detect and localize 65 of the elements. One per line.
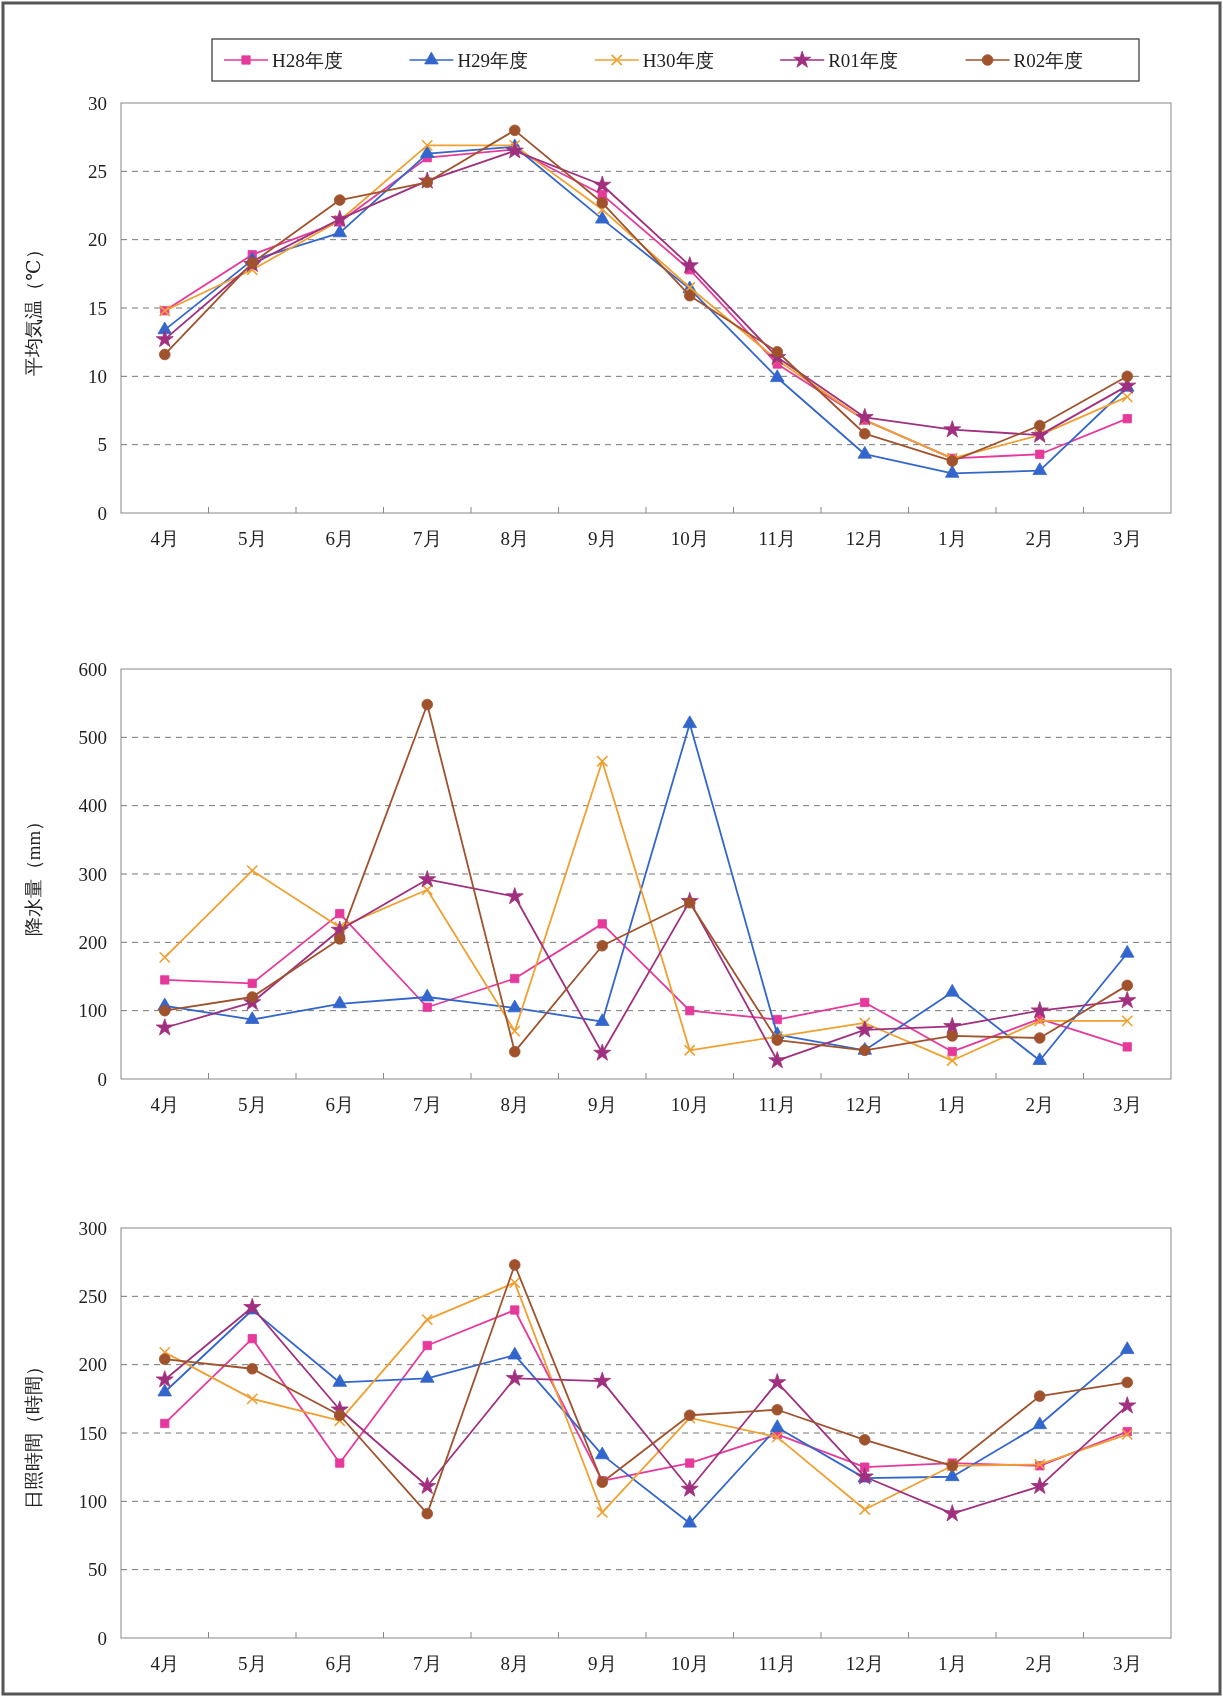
y-tick-label: 400 <box>78 795 107 817</box>
y-tick-label: 5 <box>97 434 107 456</box>
x-tick-label: 11月 <box>758 1653 796 1674</box>
y-tick-label: 200 <box>78 1354 107 1376</box>
x-tick-label: 4月 <box>150 1094 179 1115</box>
y-tick-label: 200 <box>78 931 107 953</box>
legend-label: R02年度 <box>1013 49 1084 71</box>
legend-label: R01年度 <box>828 49 898 71</box>
x-tick-label: 2月 <box>1025 1653 1054 1674</box>
x-tick-label: 2月 <box>1025 1094 1054 1115</box>
x-tick-label: 6月 <box>325 528 354 549</box>
x-tick-label: 11月 <box>758 528 796 549</box>
y-tick-label: 10 <box>88 365 107 387</box>
x-tick-label: 9月 <box>588 1094 617 1115</box>
x-tick-label: 3月 <box>1113 1094 1142 1115</box>
x-tick-label: 9月 <box>588 528 617 549</box>
x-tick-label: 12月 <box>845 528 884 549</box>
x-tick-label: 12月 <box>845 1094 884 1115</box>
y-tick-label: 100 <box>78 1000 107 1022</box>
y-tick-label: 600 <box>78 658 107 680</box>
x-tick-label: 10月 <box>670 1653 709 1674</box>
y-tick-label: 150 <box>78 1422 107 1444</box>
x-tick-label: 10月 <box>670 528 709 549</box>
y-tick-label: 15 <box>88 297 107 319</box>
x-tick-label: 8月 <box>500 528 529 549</box>
y-axis-title: 平均気温（℃） <box>23 240 44 376</box>
x-tick-label: 10月 <box>670 1094 709 1115</box>
x-tick-label: 9月 <box>588 1653 617 1674</box>
y-tick-label: 0 <box>97 1068 107 1090</box>
x-tick-label: 5月 <box>238 1653 267 1674</box>
x-tick-label: 3月 <box>1113 528 1142 549</box>
x-tick-label: 5月 <box>238 528 267 549</box>
y-tick-label: 300 <box>78 863 107 885</box>
x-tick-label: 8月 <box>500 1653 529 1674</box>
y-tick-label: 500 <box>78 726 107 748</box>
legend-label: H28年度 <box>272 49 343 71</box>
x-tick-label: 1月 <box>938 1094 967 1115</box>
x-tick-label: 7月 <box>413 1094 442 1115</box>
y-tick-label: 25 <box>88 160 107 182</box>
x-tick-label: 6月 <box>325 1653 354 1674</box>
y-tick-label: 50 <box>88 1559 107 1581</box>
x-tick-label: 7月 <box>413 1653 442 1674</box>
x-tick-label: 11月 <box>758 1094 796 1115</box>
x-tick-label: 4月 <box>150 1653 179 1674</box>
y-tick-label: 30 <box>88 92 107 114</box>
x-tick-label: 1月 <box>938 528 967 549</box>
x-tick-label: 4月 <box>150 528 179 549</box>
x-tick-label: 2月 <box>1025 528 1054 549</box>
legend-label: H29年度 <box>457 49 529 71</box>
x-tick-label: 8月 <box>500 1094 529 1115</box>
x-tick-label: 7月 <box>413 528 442 549</box>
x-tick-label: 3月 <box>1113 1653 1142 1674</box>
y-tick-label: 250 <box>78 1285 107 1307</box>
y-tick-label: 0 <box>97 502 107 524</box>
x-tick-label: 5月 <box>238 1094 267 1115</box>
x-tick-label: 12月 <box>845 1653 884 1674</box>
y-tick-label: 100 <box>78 1490 107 1512</box>
x-tick-label: 6月 <box>325 1094 354 1115</box>
x-tick-label: 1月 <box>938 1653 967 1674</box>
y-axis-title: 日照時間（時間） <box>23 1357 44 1509</box>
y-tick-label: 0 <box>97 1627 107 1649</box>
y-tick-label: 300 <box>78 1217 107 1239</box>
y-tick-label: 20 <box>88 229 107 251</box>
y-axis-title: 降水量（mm） <box>23 811 44 937</box>
legend-label: H30年度 <box>642 49 714 71</box>
